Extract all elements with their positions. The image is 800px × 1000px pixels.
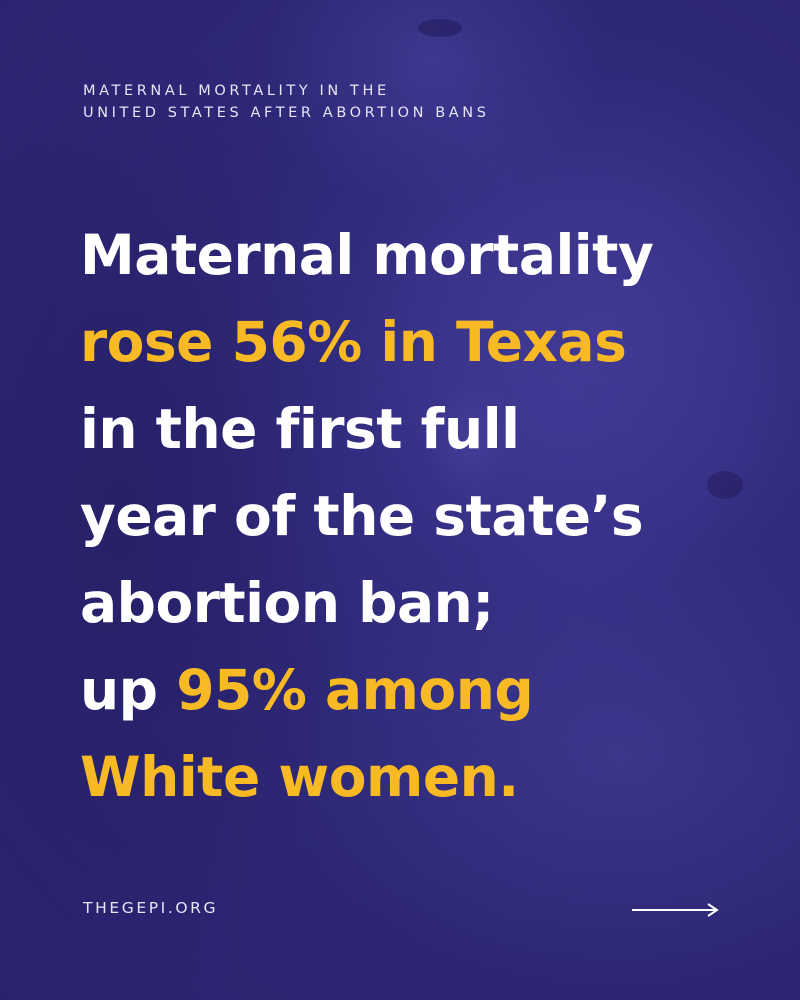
headline-line-7-highlight: White women.: [80, 745, 519, 809]
headline-line-6: up 95% among: [80, 647, 760, 734]
headline-line-6-highlight: 95% among: [176, 658, 534, 722]
headline-line-5: abortion ban;: [80, 571, 494, 635]
headline-line-6-prefix: up: [80, 658, 177, 722]
headline-line-3: in the first full: [80, 397, 520, 461]
eyebrow-line-1: MATERNAL MORTALITY IN THE: [83, 83, 390, 99]
headline-line-4: year of the state’s: [80, 484, 644, 548]
eyebrow-line-2: UNITED STATES AFTER ABORTION BANS: [83, 105, 490, 121]
headline: Maternal mortality rose 56% in Texas in …: [80, 212, 760, 821]
headline-line-1: Maternal mortality: [80, 223, 654, 287]
headline-line-2-highlight: rose 56% in Texas: [80, 310, 627, 374]
website-link[interactable]: THEGEPI.ORG: [83, 899, 219, 917]
arrow-right-icon[interactable]: [628, 899, 724, 921]
eyebrow-title: MATERNAL MORTALITY IN THE UNITED STATES …: [83, 80, 683, 124]
